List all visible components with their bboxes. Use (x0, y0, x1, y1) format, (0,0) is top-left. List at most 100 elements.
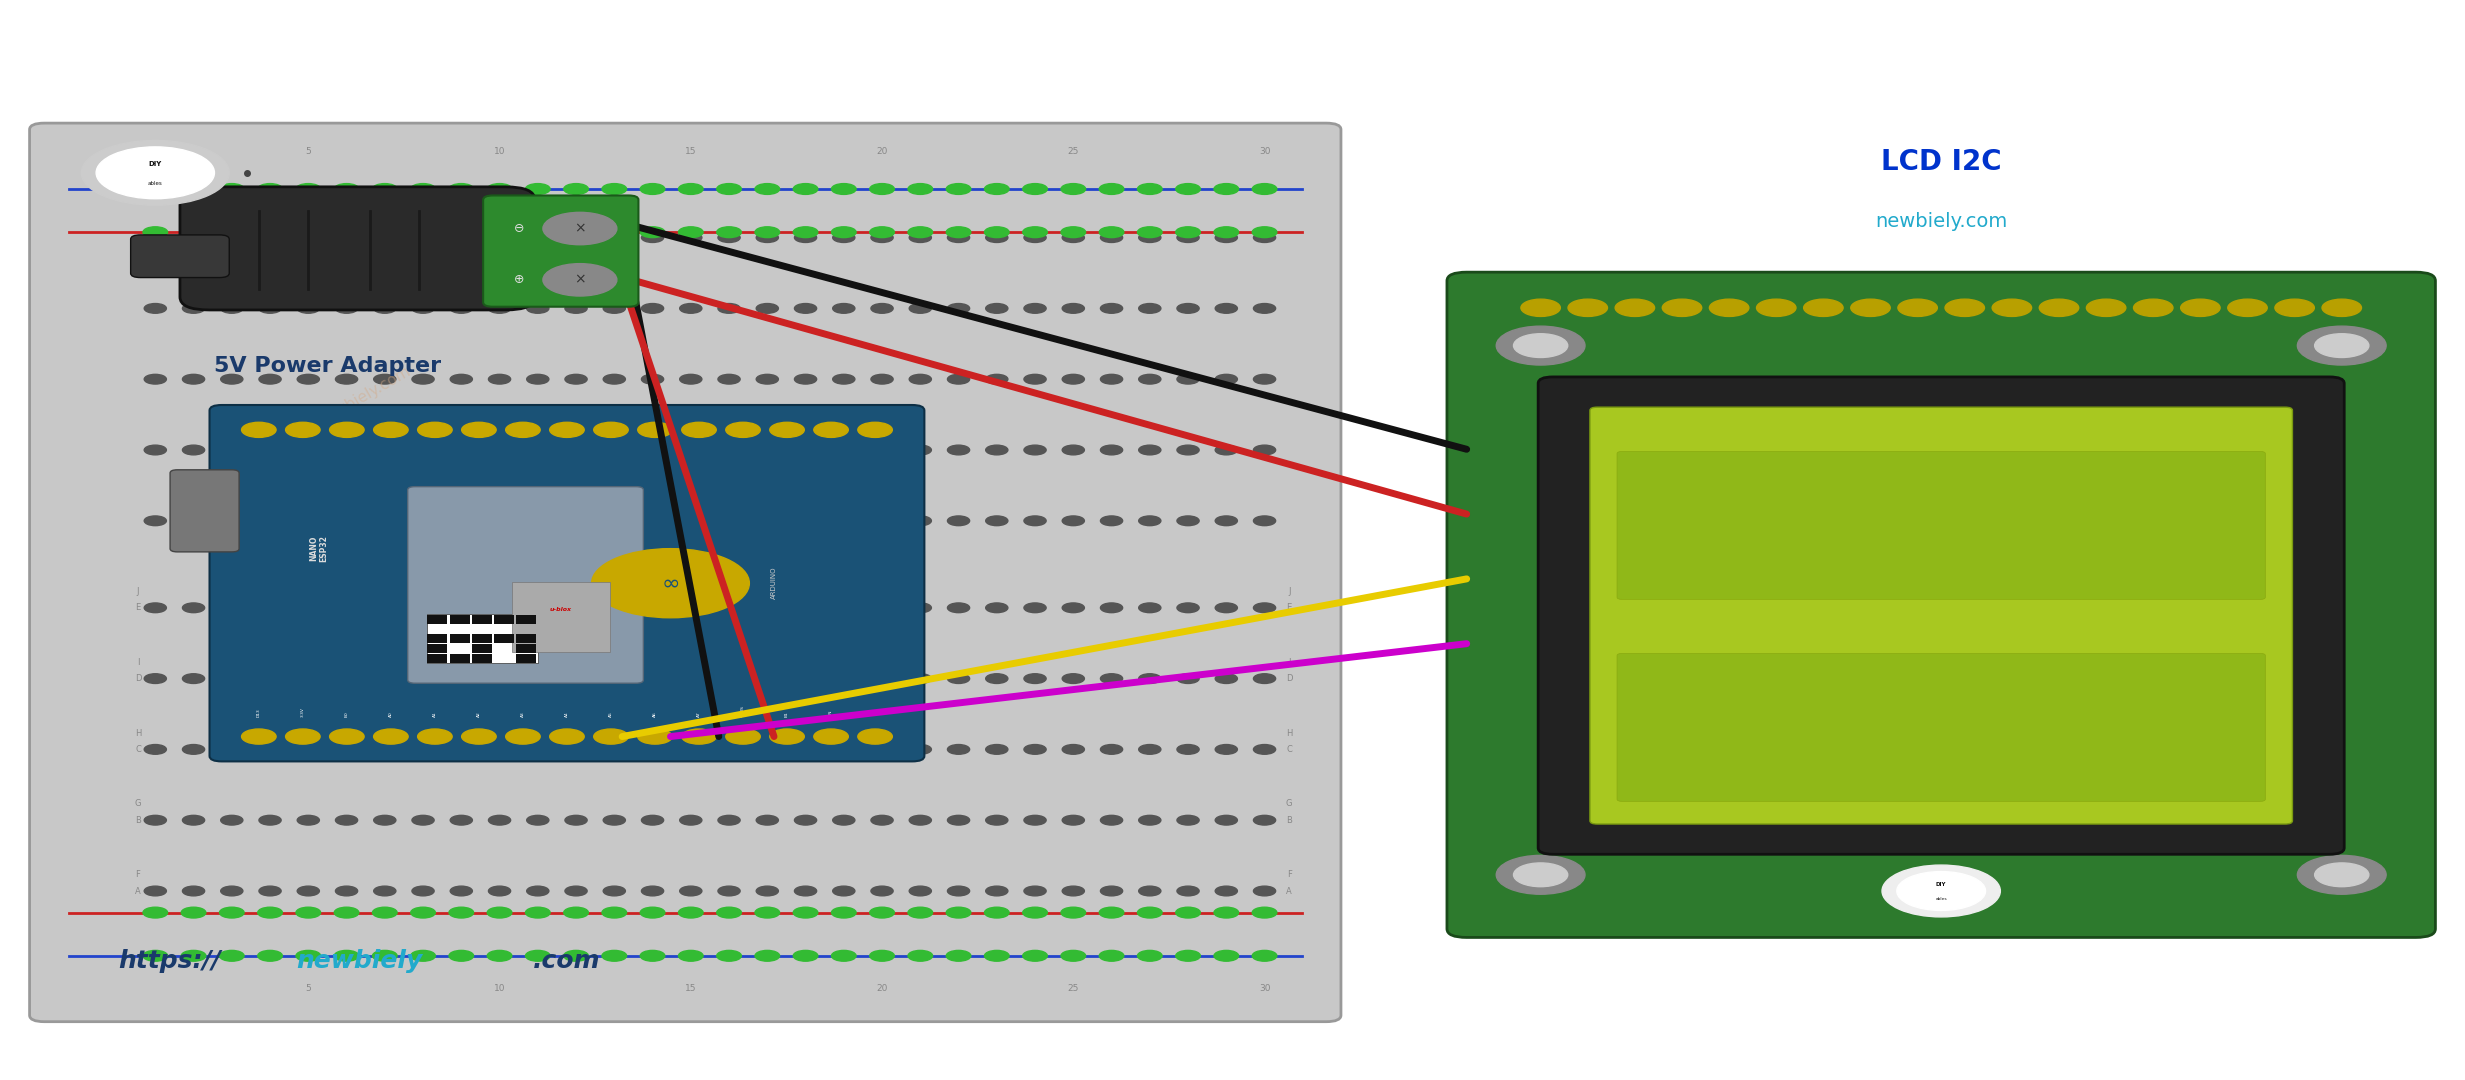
Circle shape (680, 375, 703, 384)
Bar (515, 644, 537, 653)
Circle shape (678, 184, 703, 194)
Circle shape (1176, 516, 1198, 526)
Circle shape (604, 815, 626, 825)
Circle shape (259, 815, 281, 825)
Circle shape (564, 184, 589, 194)
Circle shape (335, 907, 360, 918)
Circle shape (335, 233, 357, 243)
Circle shape (412, 744, 434, 754)
Circle shape (219, 184, 244, 194)
Circle shape (984, 950, 1008, 961)
Circle shape (449, 907, 473, 918)
Circle shape (412, 603, 434, 612)
Circle shape (528, 233, 550, 243)
Circle shape (680, 445, 703, 455)
Circle shape (1883, 865, 2002, 917)
Circle shape (757, 886, 779, 896)
FancyBboxPatch shape (1617, 653, 2265, 801)
Circle shape (986, 886, 1008, 896)
Circle shape (182, 233, 205, 243)
Text: 20: 20 (878, 984, 887, 993)
FancyBboxPatch shape (131, 234, 229, 278)
Circle shape (219, 907, 244, 918)
Circle shape (2228, 299, 2268, 316)
Circle shape (910, 815, 932, 825)
Circle shape (717, 516, 740, 526)
Circle shape (1139, 674, 1161, 684)
Circle shape (833, 233, 855, 243)
Circle shape (870, 674, 892, 684)
Text: E: E (136, 604, 141, 612)
Circle shape (604, 445, 626, 455)
Text: A1: A1 (434, 712, 436, 717)
Circle shape (1615, 299, 1654, 316)
Circle shape (222, 445, 244, 455)
Circle shape (296, 227, 320, 238)
Circle shape (488, 445, 510, 455)
Circle shape (1139, 886, 1161, 896)
Circle shape (754, 950, 779, 961)
Text: ⊖: ⊖ (513, 222, 525, 235)
Circle shape (1215, 815, 1237, 825)
Circle shape (870, 744, 892, 754)
Circle shape (947, 233, 969, 243)
Text: D: D (1287, 674, 1292, 684)
Circle shape (947, 445, 969, 455)
Circle shape (182, 907, 207, 918)
Circle shape (757, 445, 779, 455)
Circle shape (1023, 184, 1048, 194)
Circle shape (1139, 445, 1161, 455)
Circle shape (375, 233, 397, 243)
Circle shape (451, 445, 473, 455)
Circle shape (449, 227, 473, 238)
Circle shape (1023, 303, 1045, 313)
Circle shape (1213, 907, 1237, 918)
Circle shape (2297, 326, 2386, 365)
Circle shape (259, 445, 281, 455)
Text: D13: D13 (256, 708, 261, 717)
Circle shape (601, 950, 626, 961)
Circle shape (1099, 445, 1122, 455)
Circle shape (335, 184, 360, 194)
Circle shape (986, 303, 1008, 313)
Circle shape (1568, 299, 1607, 316)
Circle shape (335, 516, 357, 526)
Circle shape (910, 303, 932, 313)
Circle shape (1136, 907, 1161, 918)
Text: newbiely.com: newbiely.com (1876, 212, 2007, 231)
Circle shape (870, 603, 892, 612)
Circle shape (412, 184, 436, 194)
FancyBboxPatch shape (1590, 407, 2292, 824)
Circle shape (947, 815, 969, 825)
Text: A5: A5 (609, 712, 614, 717)
Circle shape (1215, 303, 1237, 313)
Circle shape (488, 907, 513, 918)
Text: newbiely.com: newbiely.com (316, 363, 414, 428)
Circle shape (417, 422, 451, 437)
Circle shape (680, 603, 703, 612)
Circle shape (259, 233, 281, 243)
Circle shape (757, 674, 779, 684)
Circle shape (451, 744, 473, 754)
Circle shape (412, 303, 434, 313)
Bar (515, 653, 537, 663)
Circle shape (182, 303, 205, 313)
Circle shape (604, 744, 626, 754)
Circle shape (680, 815, 703, 825)
Circle shape (1176, 674, 1198, 684)
Circle shape (143, 375, 165, 384)
Circle shape (1255, 445, 1277, 455)
Circle shape (564, 950, 589, 961)
Circle shape (1255, 375, 1277, 384)
Text: 15: 15 (685, 147, 698, 156)
Circle shape (870, 445, 892, 455)
Circle shape (1255, 233, 1277, 243)
Circle shape (286, 422, 320, 437)
Circle shape (242, 729, 276, 744)
Circle shape (550, 422, 584, 437)
Circle shape (412, 375, 434, 384)
Circle shape (412, 674, 434, 684)
Circle shape (1255, 516, 1277, 526)
Circle shape (412, 907, 436, 918)
Circle shape (1252, 227, 1277, 238)
